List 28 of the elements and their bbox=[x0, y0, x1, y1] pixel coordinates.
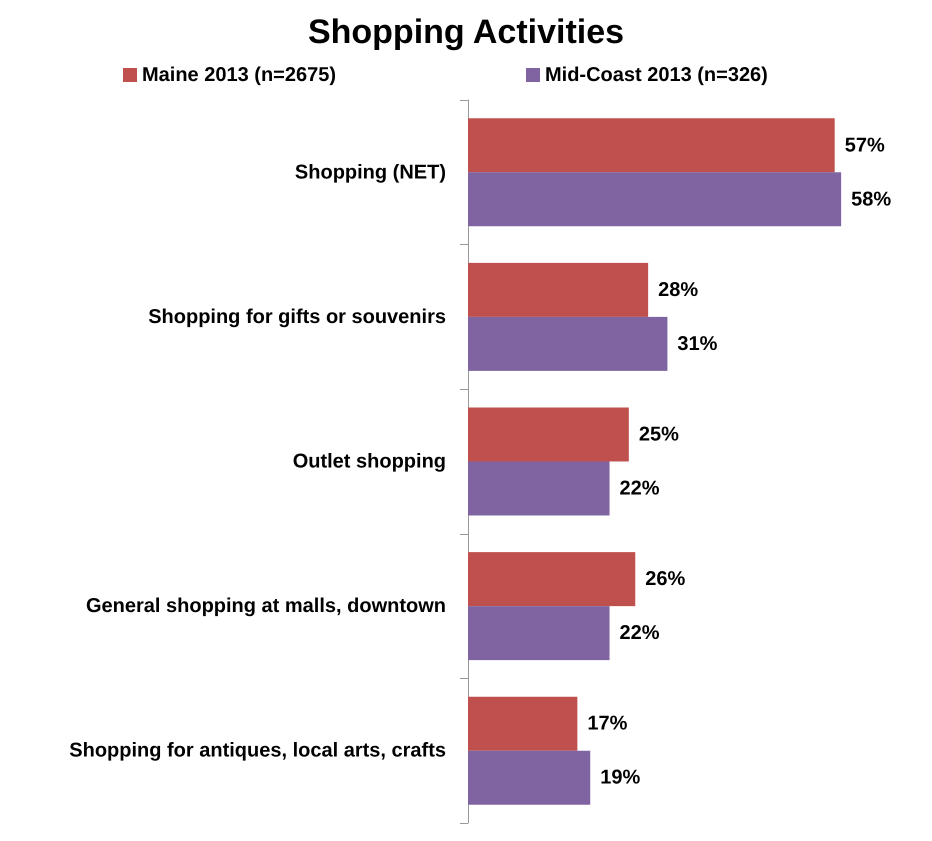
data-label: 57% bbox=[844, 134, 885, 156]
data-label: 25% bbox=[638, 424, 680, 446]
y-tick-label: Shopping for antiques, local arts, crafts bbox=[69, 740, 446, 762]
data-label: 22% bbox=[620, 622, 660, 644]
data-label: 26% bbox=[645, 568, 686, 590]
bar bbox=[468, 750, 590, 805]
bar bbox=[468, 462, 610, 516]
bar bbox=[468, 316, 668, 371]
bar bbox=[468, 606, 610, 660]
data-label: 31% bbox=[677, 332, 718, 355]
data-label: 17% bbox=[587, 712, 628, 735]
bar bbox=[468, 408, 629, 462]
data-label: 22% bbox=[620, 478, 660, 500]
y-tick-label: General shopping at malls, downtown bbox=[86, 595, 446, 618]
data-label: 19% bbox=[600, 766, 640, 789]
bar bbox=[468, 118, 835, 172]
bar bbox=[468, 552, 636, 606]
chart-title: Shopping Activities bbox=[308, 13, 624, 51]
data-label: 58% bbox=[851, 188, 892, 210]
legend-label: Maine 2013 (n=2675) bbox=[142, 64, 336, 86]
y-tick-label: Shopping (NET) bbox=[294, 161, 446, 184]
data-label: 28% bbox=[658, 278, 698, 301]
y-tick-label: Outlet shopping bbox=[292, 450, 446, 472]
bar bbox=[468, 172, 842, 226]
y-tick-label: Shopping for gifts or souvenirs bbox=[148, 306, 446, 328]
bar bbox=[468, 262, 648, 317]
legend-label: Mid-Coast 2013 (n=326) bbox=[544, 64, 768, 86]
bar bbox=[468, 696, 578, 751]
